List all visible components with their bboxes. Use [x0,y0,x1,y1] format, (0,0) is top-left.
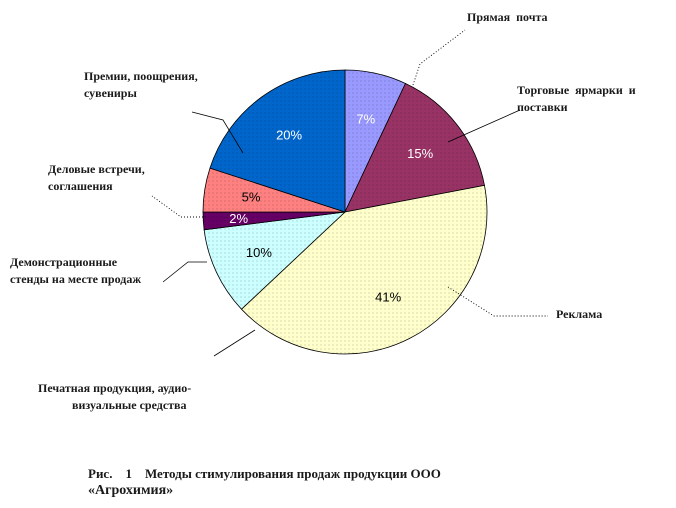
pie-slice-3-percent: 41% [375,289,401,304]
caption-line-2: «Агрохимия» [88,483,174,498]
pie-slice-6-label: Деловые встречи, соглашения [48,162,145,193]
leader-line-2 [447,109,521,143]
pie-slice-7 [209,69,346,213]
leader-line-6 [151,195,206,218]
pie-slice-5-label: Демонстрационные стенды на месте продаж [10,255,141,286]
pie-slice-1-percent: 7% [356,112,375,127]
leader-line-1 [412,29,466,86]
caption-line-1: Рис. 1 Методы стимулирования продаж прод… [88,466,441,481]
pie-slice-3 [240,184,488,355]
leader-line-7 [191,111,244,154]
pie-slice-7-percent: 20% [276,128,302,143]
pie-slice-3-label: Реклама [556,307,602,321]
pie-slice-4 [203,211,347,310]
pie-slice-2 [344,82,485,213]
pie-slice-7-label: Премии, поощрения, сувениры [84,69,198,100]
leader-line-5 [162,261,207,283]
pie-slice-2-percent: 15% [407,146,433,161]
pie-slice-5-percent: 2% [229,211,248,226]
pie-slice-2-label: Торговые ярмарки и поставки [517,83,636,114]
pie-slice-6 [202,167,346,213]
pie-chart: 7% 15% 41% 10% 2% 5% 20% Прямая почта Торговые … [10,10,636,412]
leader-line-4 [213,329,256,357]
pie-slice-4-percent: 10% [246,245,272,260]
pie-slice-1-label: Прямая почта [467,10,548,24]
leader-line-3 [447,286,548,317]
figure-caption: Рис. 1 Методы стимулирования продаж прод… [88,465,568,499]
pie-slice-6-percent: 5% [242,190,261,205]
pie-slice-4-label: Печатная продукция, аудио-визуальные сре… [38,381,191,412]
